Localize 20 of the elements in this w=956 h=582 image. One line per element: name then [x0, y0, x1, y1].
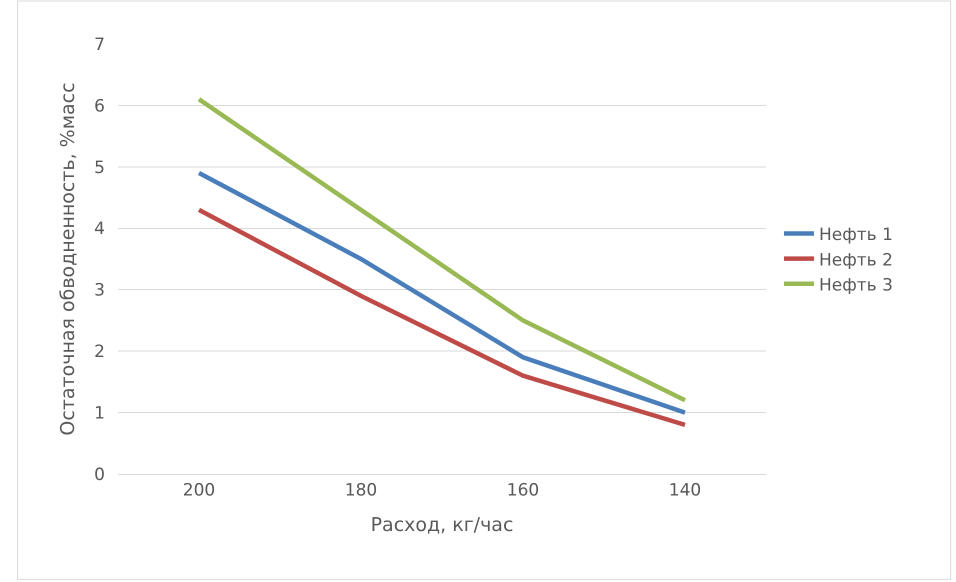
y-axis-title: Остаточная обводненность, %масс: [57, 82, 80, 436]
y-tick-label: 0: [94, 464, 105, 485]
line-series: [196, 170, 688, 415]
x-tick-label: 160: [506, 480, 540, 500]
y-tick-label: 3: [94, 280, 105, 301]
y-tick-label: 2: [94, 342, 105, 362]
legend-label: Нефть 3: [818, 275, 893, 296]
line-series: [196, 97, 688, 403]
x-axis-title: Расход, кг/час: [370, 514, 514, 536]
y-tick-label: 1: [94, 404, 105, 424]
y-tick-label: 5: [94, 158, 105, 178]
legend-label: Нефть 1: [818, 225, 893, 246]
y-tick-label: 7: [94, 34, 105, 55]
legend-label: Нефть 2: [818, 250, 893, 270]
y-tick-label: 4: [94, 219, 105, 240]
x-tick-label: 200: [182, 480, 216, 500]
line-series: [196, 208, 688, 428]
x-tick-label: 180: [344, 480, 378, 500]
y-tick-label: 6: [94, 96, 105, 116]
x-tick-label: 140: [668, 480, 702, 500]
